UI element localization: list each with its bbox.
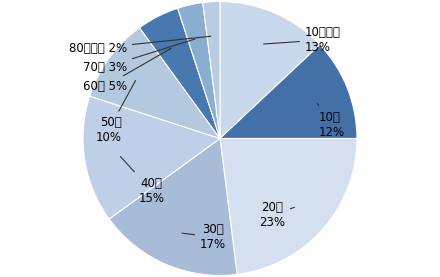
Text: 30代
17%: 30代 17%	[182, 223, 226, 251]
Wedge shape	[83, 96, 220, 219]
Text: 70代 3%: 70代 3%	[83, 39, 195, 74]
Text: 60代 5%: 60代 5%	[83, 48, 171, 93]
Text: 10歳未満
13%: 10歳未満 13%	[264, 26, 341, 54]
Wedge shape	[139, 8, 220, 138]
Wedge shape	[90, 28, 220, 138]
Wedge shape	[203, 2, 220, 138]
Wedge shape	[220, 2, 320, 138]
Text: 10代
12%: 10代 12%	[317, 103, 345, 139]
Text: 80歳以上 2%: 80歳以上 2%	[69, 36, 211, 55]
Wedge shape	[220, 138, 357, 275]
Text: 20代
23%: 20代 23%	[259, 201, 294, 229]
Wedge shape	[109, 138, 237, 275]
Text: 50代
10%: 50代 10%	[95, 81, 136, 144]
Wedge shape	[178, 2, 220, 138]
Text: 40代
15%: 40代 15%	[121, 157, 165, 204]
Wedge shape	[220, 45, 357, 138]
